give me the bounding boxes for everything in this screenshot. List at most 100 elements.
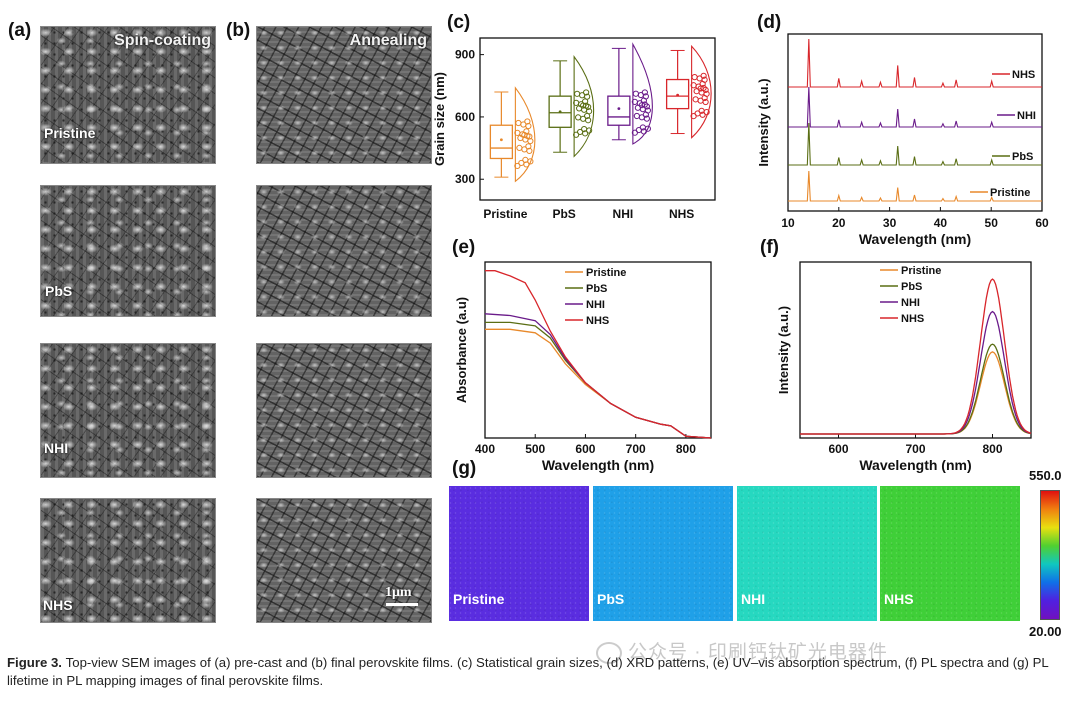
y-axis-label: Intensity (a.u.)	[756, 78, 771, 166]
watermark: 公众号 · 印刷钙钛矿光电器件	[596, 637, 888, 664]
x-tick-label: 60	[1035, 216, 1049, 230]
legend-label: PbS	[901, 281, 922, 293]
x-tick-label: NHS	[669, 207, 694, 221]
y-tick-label: 900	[455, 48, 475, 62]
legend-label: NHS	[1012, 69, 1035, 81]
sem-label: NHI	[44, 440, 69, 456]
x-axis-label: Wavelength (nm)	[542, 457, 654, 473]
pl-series-Pristine	[800, 351, 1032, 435]
box-mean	[499, 138, 503, 142]
y-axis-label: Intensity (a.u.)	[778, 306, 791, 394]
sem-image-a-pristine: Spin-coating Pristine	[40, 26, 216, 164]
data-point	[577, 128, 584, 136]
scale-bar-label: 1μm	[385, 585, 412, 600]
data-point	[641, 89, 648, 96]
chart-c-grain-size: 300 600 900 Grain size (nm) Pristine PbS NHI NH…	[432, 37, 716, 221]
pl-map-label: NHS	[884, 591, 914, 607]
x-tick-label: 500	[525, 442, 545, 456]
watermark-text: 公众号 · 印刷钙钛矿光电器件	[628, 642, 888, 663]
violin-NHI	[632, 42, 653, 145]
x-axis-label: Wavelength (nm)	[859, 457, 971, 473]
data-point	[700, 72, 707, 79]
x-tick-label: 700	[905, 442, 925, 456]
data-point	[580, 102, 587, 109]
data-point	[573, 99, 580, 106]
data-point	[633, 112, 640, 120]
data-point	[701, 94, 708, 102]
x-tick-label: 700	[626, 442, 646, 456]
pl-map-label: Pristine	[453, 591, 505, 607]
y-axis-label: Grain size (nm)	[432, 72, 447, 166]
x-tick-label: 10	[781, 216, 795, 230]
sem-image-b-nhi	[256, 343, 432, 478]
violin-NHS	[691, 44, 712, 139]
legend-label: PbS	[1012, 151, 1033, 163]
x-tick-label: 600	[575, 442, 595, 456]
x-tick-label: NHI	[613, 207, 634, 221]
abs-series-Pristine	[485, 328, 712, 439]
colorbar	[1040, 490, 1060, 620]
sem-image-a-pbs: PbS	[40, 185, 216, 317]
y-axis-label: Absorbance (a.u)	[454, 297, 469, 403]
sem-label: PbS	[45, 283, 73, 299]
sem-image-b-pristine: Annealing	[256, 26, 432, 164]
sem-label: NHS	[43, 597, 73, 613]
sem-header-b: Annealing	[349, 32, 427, 49]
x-tick-label: 30	[883, 216, 897, 230]
data-point	[515, 119, 522, 127]
sem-image-b-pbs	[256, 185, 432, 317]
pl-series-NHS	[800, 278, 1032, 435]
legend-label: NHI	[901, 297, 920, 309]
sem-header-a: Spin-coating	[114, 32, 211, 49]
x-tick-label: 600	[828, 442, 848, 456]
wechat-icon	[596, 641, 622, 664]
violin-PbS	[573, 55, 595, 158]
chart-d-xrd: 10 20 30 40 50 60 Wavelength (nm) Intensity (a.…	[756, 33, 1049, 247]
data-point	[514, 162, 521, 170]
legend-label: NHS	[586, 315, 609, 327]
panel-label-a: (a)	[8, 20, 32, 41]
x-axis-label: Wavelength (nm)	[859, 231, 971, 247]
data-point	[690, 82, 697, 89]
data-point	[692, 96, 699, 103]
caption-text: Top-view SEM images of (a) pre-cast and …	[7, 655, 1049, 688]
sem-image-a-nhi: NHI	[40, 343, 216, 478]
data-point	[521, 131, 528, 139]
legend-label: NHS	[901, 313, 924, 325]
data-point	[697, 85, 704, 92]
data-point	[631, 98, 638, 105]
panel-label-g: (g)	[452, 458, 477, 479]
pl-map-label: PbS	[597, 591, 625, 607]
pl-series-NHI	[800, 310, 1032, 435]
data-point	[516, 144, 523, 151]
x-tick-label: 20	[832, 216, 846, 230]
data-point	[576, 105, 583, 112]
abs-series-NHI	[484, 313, 712, 439]
x-tick-label: 800	[676, 442, 696, 456]
chart-e-absorbance: 400 500 600 700 800 Wavelength (nm) Absorbance…	[454, 261, 712, 473]
panel-label-f: (f)	[760, 237, 779, 258]
plot-frame	[484, 261, 712, 439]
scale-bar	[386, 603, 418, 606]
pl-map-nhs: NHS	[880, 486, 1020, 621]
data-point	[584, 112, 591, 120]
chart-f-pl: 600 700 800 Wavelength (nm) Intensity (a.u.)…	[778, 261, 1032, 473]
data-point	[638, 102, 645, 109]
xrd-series-NHS	[788, 38, 1042, 88]
data-point	[575, 114, 582, 121]
data-point	[632, 90, 639, 97]
data-point	[639, 124, 646, 131]
panel-label-e: (e)	[452, 237, 476, 258]
panel-label-b: (b)	[226, 20, 251, 41]
x-tick-label: 400	[475, 442, 495, 456]
data-point	[524, 118, 531, 125]
data-point	[698, 107, 705, 114]
box-mean	[676, 93, 680, 97]
x-tick-label: Pristine	[483, 207, 527, 221]
panel-label-d: (d)	[757, 12, 782, 33]
plot-frame	[479, 37, 716, 201]
sem-image-b-nhs: 1μm	[256, 498, 432, 623]
data-point	[514, 129, 521, 136]
violin-Pristine	[514, 86, 536, 183]
box-Pristine	[489, 124, 514, 160]
